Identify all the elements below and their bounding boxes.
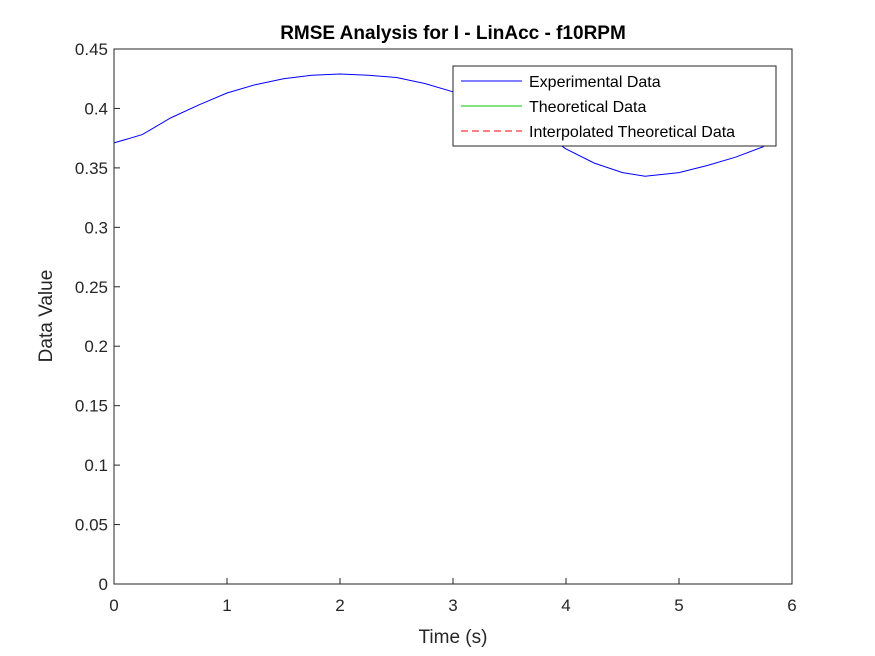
x-tick-label: 6 [787, 596, 796, 615]
x-axis-label: Time (s) [419, 627, 488, 648]
x-tick-label: 0 [109, 596, 118, 615]
x-tick-label: 4 [561, 596, 570, 615]
x-tick-label: 5 [674, 596, 683, 615]
x-tick-label: 3 [448, 596, 457, 615]
y-tick-label: 0.35 [75, 159, 108, 178]
y-tick-label: 0.4 [84, 99, 108, 118]
series-layer [113, 73, 792, 585]
x-axis: 0 1 2 3 4 5 6 [109, 578, 797, 615]
y-tick-label: 0.15 [75, 397, 108, 416]
y-tick-label: 0.3 [84, 218, 108, 237]
series-line-1 [113, 73, 764, 177]
y-axis-label: Data Value [36, 270, 57, 363]
legend-label: Theoretical Data [529, 99, 646, 116]
legend: Experimental Data Theoretical Data Interpo… [452, 65, 777, 147]
legend-label: Interpolated Theoretical Data [529, 124, 735, 141]
legend-label: Experimental Data [529, 74, 661, 91]
chart-title: RMSE Analysis for I - LinAcc - f10RPM [280, 23, 626, 44]
x-tick-label: 1 [222, 596, 231, 615]
y-tick-label: 0.45 [75, 40, 108, 59]
y-axis: 0 0.05 0.1 0.15 0.2 0.25 0.3 0.35 0.4 0.45 [75, 40, 120, 594]
y-tick-label: 0 [99, 575, 108, 594]
y-tick-label: 0.25 [75, 278, 108, 297]
axes-box [113, 48, 793, 585]
y-tick-label: 0.05 [75, 516, 108, 535]
y-tick-label: 0.1 [84, 456, 108, 475]
x-tick-label: 2 [335, 596, 344, 615]
y-tick-label: 0.2 [84, 337, 108, 356]
